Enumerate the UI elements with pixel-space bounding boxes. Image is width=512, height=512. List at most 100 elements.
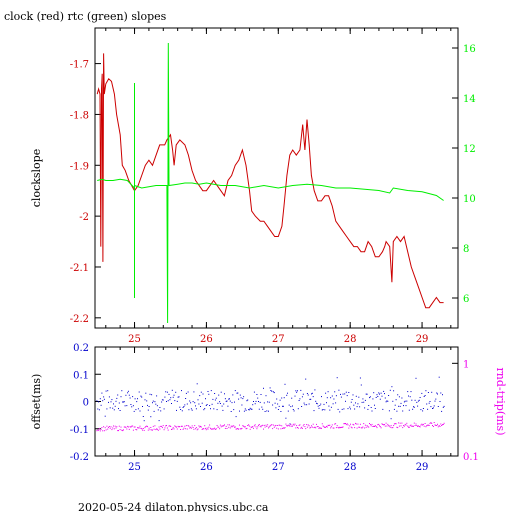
- point-rnd-trip: [147, 426, 148, 428]
- point-rnd-trip: [341, 426, 343, 428]
- point-offset: [442, 394, 443, 396]
- point-offset: [297, 408, 299, 410]
- point-offset: [386, 400, 388, 402]
- point-rnd-trip: [236, 428, 238, 430]
- point-offset: [438, 376, 440, 378]
- point-offset: [206, 404, 208, 405]
- point-rnd-trip: [401, 422, 403, 424]
- point-offset: [422, 410, 424, 412]
- point-offset: [234, 390, 236, 392]
- point-offset: [343, 408, 345, 410]
- point-offset: [270, 390, 272, 391]
- point-offset: [292, 409, 294, 410]
- point-offset: [289, 423, 291, 425]
- point-rnd-trip: [293, 424, 295, 426]
- point-rnd-trip: [169, 425, 171, 427]
- point-offset: [414, 399, 416, 401]
- point-rnd-trip: [380, 427, 382, 429]
- point-offset: [360, 384, 362, 386]
- point-rnd-trip: [263, 424, 265, 426]
- point-offset: [426, 403, 428, 405]
- point-rnd-trip: [291, 425, 293, 427]
- point-offset: [424, 395, 426, 396]
- point-rnd-trip: [384, 425, 386, 427]
- point-offset: [110, 401, 112, 403]
- point-offset: [283, 397, 285, 399]
- point-offset: [350, 401, 352, 403]
- point-rnd-trip: [357, 423, 359, 425]
- point-offset: [427, 392, 429, 393]
- point-offset: [158, 420, 160, 422]
- point-offset: [359, 406, 361, 408]
- point-offset: [214, 393, 216, 394]
- point-offset: [176, 400, 178, 402]
- point-offset: [322, 409, 324, 410]
- point-rnd-trip: [177, 425, 179, 427]
- point-rnd-trip: [248, 424, 250, 426]
- point-offset: [428, 402, 430, 404]
- point-rnd-trip: [345, 423, 346, 424]
- point-rnd-trip: [171, 428, 173, 430]
- point-offset: [245, 409, 247, 411]
- point-rnd-trip: [119, 429, 121, 431]
- point-offset: [336, 377, 338, 379]
- point-rnd-trip: [228, 426, 230, 428]
- point-rnd-trip: [287, 424, 289, 426]
- point-rnd-trip: [321, 427, 322, 429]
- point-offset: [195, 405, 196, 407]
- point-offset: [297, 390, 298, 392]
- point-rnd-trip: [205, 429, 207, 431]
- point-offset: [236, 392, 238, 394]
- point-rnd-trip: [116, 426, 118, 428]
- point-rnd-trip: [161, 425, 163, 427]
- point-offset: [137, 408, 139, 410]
- point-rnd-trip: [333, 427, 335, 429]
- point-offset: [151, 394, 153, 396]
- point-rnd-trip: [332, 427, 334, 429]
- point-rnd-trip: [385, 422, 387, 424]
- plot-frame: [94, 27, 459, 329]
- point-offset: [279, 399, 281, 401]
- point-rnd-trip: [182, 428, 184, 430]
- point-rnd-trip: [275, 424, 277, 426]
- point-rnd-trip: [239, 424, 240, 426]
- point-offset: [282, 405, 283, 407]
- point-offset: [327, 391, 329, 393]
- point-rnd-trip: [198, 425, 200, 427]
- point-rnd-trip: [435, 424, 437, 426]
- point-rnd-trip: [142, 429, 143, 431]
- x-tick-label: 29: [416, 462, 429, 473]
- point-offset: [200, 406, 201, 407]
- point-rnd-trip: [442, 424, 444, 425]
- point-offset: [164, 396, 166, 398]
- y2-tick-label: 1: [463, 359, 469, 370]
- point-rnd-trip: [156, 428, 158, 430]
- point-offset: [268, 401, 270, 403]
- point-rnd-trip: [307, 424, 309, 426]
- point-rnd-trip: [112, 427, 114, 429]
- y2-tick-label: 10: [463, 194, 476, 205]
- y-tick-label: -0.2: [70, 452, 89, 463]
- point-rnd-trip: [264, 426, 266, 428]
- point-offset: [400, 402, 402, 404]
- point-offset: [239, 410, 240, 412]
- point-offset: [302, 393, 304, 395]
- point-rnd-trip: [403, 425, 404, 427]
- x-tick-label: 26: [200, 462, 213, 473]
- point-offset: [161, 401, 163, 403]
- y2-axis-label: rnd-trip(ms): [494, 368, 507, 436]
- point-offset: [111, 399, 113, 401]
- point-offset: [364, 407, 366, 409]
- point-offset: [105, 390, 107, 392]
- point-offset: [406, 400, 408, 402]
- point-rnd-trip: [283, 427, 285, 429]
- point-offset: [265, 395, 267, 397]
- point-rnd-trip: [155, 429, 157, 431]
- point-offset: [278, 405, 280, 407]
- point-offset: [256, 394, 258, 395]
- point-offset: [218, 394, 220, 396]
- point-offset: [226, 400, 228, 402]
- point-rnd-trip: [284, 427, 286, 429]
- point-rnd-trip: [388, 425, 390, 427]
- point-rnd-trip: [239, 428, 241, 430]
